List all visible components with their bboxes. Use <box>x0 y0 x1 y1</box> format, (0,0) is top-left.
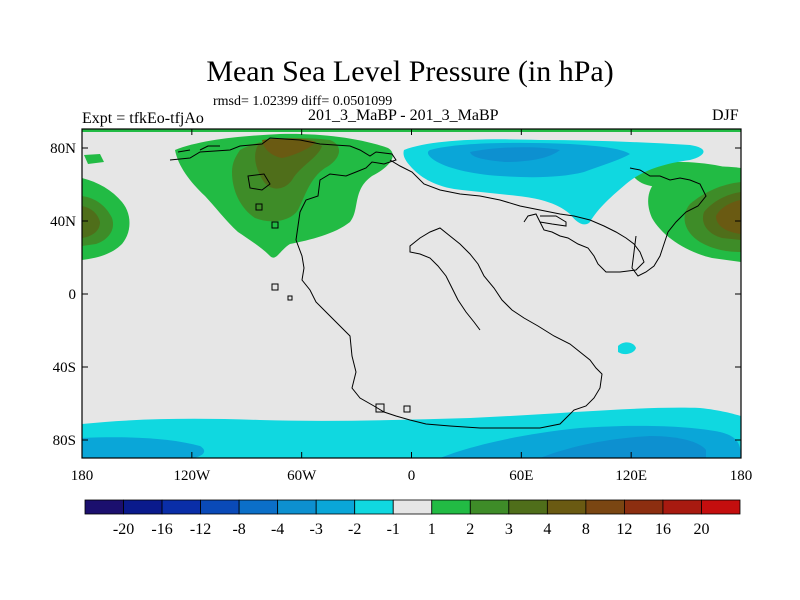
colorbar-label: 16 <box>655 521 671 538</box>
lon-tick-label: 60W <box>287 468 317 484</box>
season-label: DJF <box>712 107 739 124</box>
coastlines <box>169 137 707 429</box>
colorbar-label: -4 <box>271 521 284 538</box>
colorbar-label: -1 <box>387 521 400 538</box>
negative-anomaly-eurasia-deep <box>470 147 560 162</box>
colorbar-label: 20 <box>693 521 709 538</box>
lat-tick-label: 0 <box>69 287 77 303</box>
coastline-greenland <box>169 137 603 429</box>
lon-tick-label: 60E <box>509 468 533 484</box>
lat-tick-label: 80N <box>50 141 76 157</box>
colorbar-label: 2 <box>466 521 474 538</box>
coastline-asia <box>389 159 645 273</box>
colorbar-swatch <box>123 499 163 515</box>
experiment-label: Expt = tfkEo-tfjAo <box>82 110 204 127</box>
colorbar-swatch <box>662 499 702 515</box>
colorbar-label: -2 <box>348 521 361 538</box>
colorbar-label: 12 <box>616 521 632 538</box>
coastline-atlantic-strip <box>177 145 220 153</box>
anomaly-core-4-8-atlantic <box>262 138 316 158</box>
positive-anomaly-small <box>84 154 104 164</box>
colorbar-swatch <box>392 499 433 515</box>
lon-tick-label: 180 <box>730 468 753 484</box>
lat-tick-label: 40N <box>50 214 76 230</box>
colorbar-label: -12 <box>190 521 211 538</box>
anomaly-core-4-8-east <box>716 200 741 234</box>
colorbar-swatch <box>431 499 471 515</box>
anomaly-core-3-4-west <box>82 206 100 238</box>
colorbar-label: -3 <box>310 521 323 538</box>
colorbar-swatch <box>84 499 124 515</box>
run-comparison-label: 201_3_MaBP - 201_3_MaBP <box>308 107 499 124</box>
stats-label: rmsd= 1.02399 diff= 0.0501099 <box>213 94 393 109</box>
axis-ticks <box>81 129 742 458</box>
coastline-alaska <box>629 167 707 277</box>
colorbar-swatch <box>200 499 240 515</box>
coastline-south-islands <box>375 403 411 413</box>
colorbar-label: 1 <box>428 521 436 538</box>
neutral-field <box>82 129 741 458</box>
colorbar-swatch <box>161 499 201 515</box>
negative-anomaly-tropical-pacific <box>618 342 636 355</box>
lat-tick-label: 80S <box>53 433 76 449</box>
colorbar-swatch <box>546 499 587 515</box>
colorbar-label: 3 <box>505 521 513 538</box>
colorbar-label: 4 <box>543 521 551 538</box>
lon-tick-label: 120W <box>173 468 211 484</box>
colorbar-label: -8 <box>232 521 245 538</box>
colorbar-swatch <box>315 499 356 515</box>
colorbar-swatch <box>277 499 317 515</box>
lat-tick-label: 40S <box>53 360 76 376</box>
colorbar-swatch <box>585 499 625 515</box>
colorbar-label: -20 <box>113 521 134 538</box>
lon-tick-label: 0 <box>408 468 416 484</box>
colorbar-swatch <box>469 499 510 515</box>
colorbar-swatch <box>354 499 394 515</box>
colorbar: -20 -16 -12 -8 -4 -3 -2 -1 1 2 3 4 8 12 16 20 <box>84 499 741 538</box>
axis-labels: 180 120W 60W 0 60E 120E 180 80N 40N 0 40S 80S <box>50 141 752 484</box>
positive-anomaly-siberia <box>630 161 741 190</box>
negative-anomaly-southern-core <box>82 437 205 458</box>
colorbar-swatch <box>624 499 664 515</box>
negative-anomaly-antarctic-deep <box>540 436 706 458</box>
map-panel <box>82 129 741 458</box>
coastline-atlantic-islands <box>247 173 293 301</box>
colorbar-swatch <box>508 499 548 515</box>
colorbar-swatch <box>238 499 279 515</box>
lon-tick-label: 180 <box>71 468 94 484</box>
plot-title: Mean Sea Level Pressure (in hPa) <box>206 55 614 88</box>
lon-tick-label: 120E <box>615 468 647 484</box>
colorbar-label: 8 <box>582 521 590 538</box>
colorbar-swatch <box>701 499 741 515</box>
colorbar-label: -16 <box>151 521 172 538</box>
